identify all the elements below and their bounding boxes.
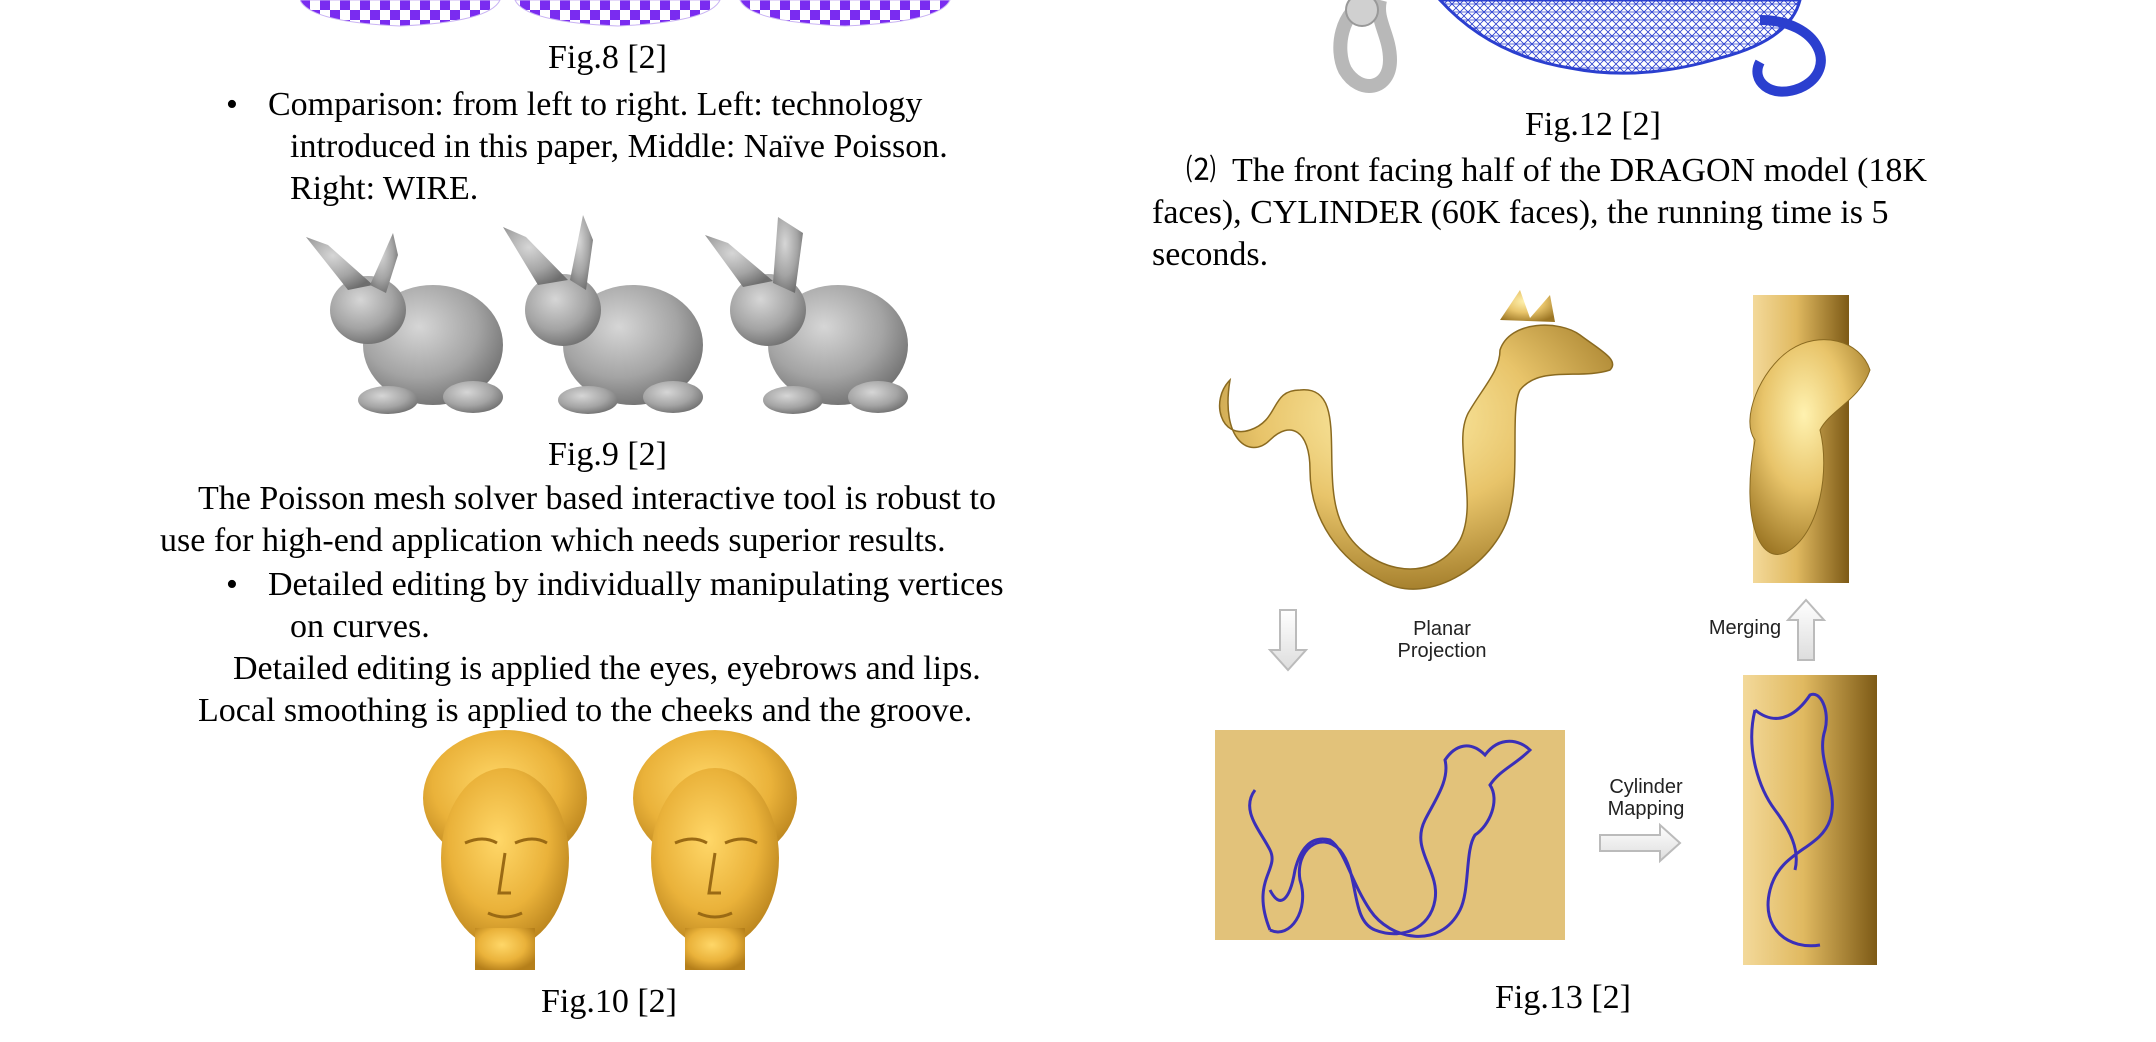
bust-right <box>633 730 797 970</box>
label-merging: Merging <box>1708 617 1782 639</box>
paragraph-dragon-line1: The front facing half of the DRAGON mode… <box>1232 152 1927 189</box>
fig9-caption: Fig.9 [2] <box>548 436 667 473</box>
label-cylinder-mapping: Cylinder Mapping <box>1596 776 1696 820</box>
fig10-image <box>420 728 800 973</box>
planar-projection-image <box>1215 730 1565 940</box>
label-projection: Projection <box>1397 640 1487 662</box>
down-arrow <box>1267 609 1309 672</box>
paragraph-dragon-line2: faces), CYLINDER (60K faces), the runnin… <box>1152 194 1889 231</box>
fig8-image <box>300 0 960 30</box>
bullet-comparison-line2: introduced in this paper, Middle: Naïve … <box>290 128 948 165</box>
fig10-caption: Fig.10 [2] <box>541 983 677 1020</box>
paragraph-editing-line1: Detailed editing is applied the eyes, ey… <box>233 650 981 687</box>
paragraph-poisson-line2: use for high-end application which needs… <box>160 522 946 559</box>
paragraph-dragon-line3: seconds. <box>1152 236 1269 273</box>
bunny-right <box>705 217 908 414</box>
dragon-model <box>1218 290 1614 590</box>
fig9-image <box>298 215 918 425</box>
bullet-detailed-line2: on curves. <box>290 608 430 645</box>
label-mapping: Mapping <box>1607 798 1685 820</box>
cylinder-top <box>1749 295 1871 583</box>
bust-left <box>423 730 587 970</box>
bullet-marker: • <box>226 566 238 603</box>
paragraph-poisson-line1: The Poisson mesh solver based interactiv… <box>198 480 996 517</box>
bullet-marker: • <box>226 86 238 123</box>
bullet-detailed-line1: Detailed editing by individually manipul… <box>268 566 1004 603</box>
paragraph-editing-line2: Local smoothing is applied to the cheeks… <box>198 692 973 729</box>
label-cylinder: Cylinder <box>1609 776 1683 798</box>
label-planar: Planar <box>1413 618 1471 640</box>
cylinder-mapped-image <box>1743 675 1877 965</box>
right-arrow <box>1599 822 1682 864</box>
fig13-caption: Fig.13 [2] <box>1495 979 1631 1016</box>
paragraph-dragon-marker: ⑵ <box>1186 154 1216 187</box>
bullet-comparison-line1: Comparison: from left to right. Left: te… <box>268 86 923 123</box>
bullet-comparison-line3: Right: WIRE. <box>290 170 479 207</box>
mesh-teapot <box>1437 0 1826 97</box>
gray-teapot-handle <box>1333 0 1398 93</box>
fig12-image <box>1320 0 1840 100</box>
up-arrow <box>1785 598 1827 661</box>
bunny-left <box>306 233 503 414</box>
fig8-caption: Fig.8 [2] <box>548 39 667 76</box>
bunny-middle <box>503 215 703 414</box>
fig12-caption: Fig.12 [2] <box>1525 106 1661 143</box>
label-planar-projection: Planar Projection <box>1392 618 1492 662</box>
fig13-image <box>1200 290 1920 970</box>
